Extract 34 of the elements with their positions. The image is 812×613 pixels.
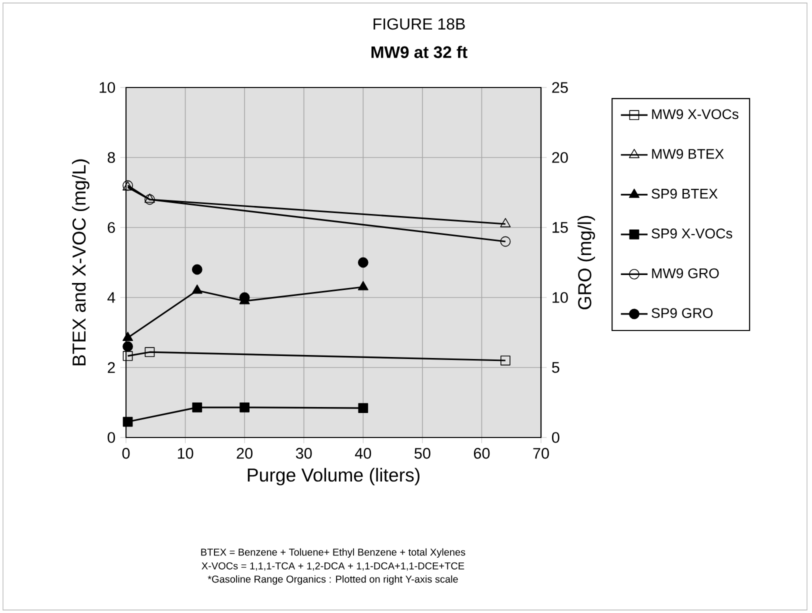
- x-tick-label: 30: [296, 448, 312, 459]
- x-tick-label: 60: [474, 448, 490, 459]
- x-tick-label: 10: [178, 448, 194, 459]
- y-tick-label: 8: [108, 152, 115, 163]
- x-tick-label: 0: [122, 448, 130, 459]
- y2-tick-label: 5: [552, 362, 560, 373]
- text: X-VOCs = 1,1,1-TCA + 1,2-DCA + 1,1-DCA+1,1-DCE+TCE: [202, 562, 464, 571]
- y-tick-label: 0: [108, 432, 115, 443]
- y-axis-title: BTEX and X-VOC (mg/L): [72, 159, 90, 366]
- y2-tick-label: 10: [552, 292, 568, 303]
- y-tick-label: 4: [107, 292, 116, 303]
- x-tick-label: 40: [354, 448, 372, 459]
- x-tick-label: 70: [533, 448, 549, 459]
- chart-subtitle: FIGURE 18B: [374, 18, 465, 30]
- x-tick-label: 20: [236, 448, 252, 459]
- legend-label: SP9 X-VOCs: [652, 228, 732, 238]
- y2-tick-label: 0: [552, 432, 560, 443]
- legend-label: SP9 GRO: [652, 308, 713, 318]
- y2-tick-label: 25: [552, 82, 568, 93]
- y2-tick-label: 15: [552, 222, 568, 233]
- text: *Gasoline Range Organics : Plotted on right Y-axis scale: [208, 575, 458, 585]
- y2-tick-label: 20: [552, 152, 568, 163]
- legend-label: MW9 X-VOCs: [652, 109, 738, 120]
- y-tick-label: 2: [108, 362, 115, 373]
- x-axis-title: Purge Volume (liters): [248, 468, 420, 486]
- legend-label: MW9 BTEX: [652, 148, 724, 159]
- y2-axis-title: GRO (mg/l): [578, 216, 596, 310]
- legend-label: MW9 GRO: [652, 268, 719, 278]
- y-tick-label: 10: [100, 82, 115, 93]
- y-tick-label: 6: [108, 222, 115, 233]
- legend-label: SP9 BTEX: [652, 188, 718, 199]
- chart-title: MW9 at 32 ft: [372, 46, 468, 58]
- x-tick-label: 50: [414, 448, 430, 459]
- text: BTEX = Benzene + Toluene+ Ethyl Benzene + total Xylenes: [201, 548, 466, 558]
